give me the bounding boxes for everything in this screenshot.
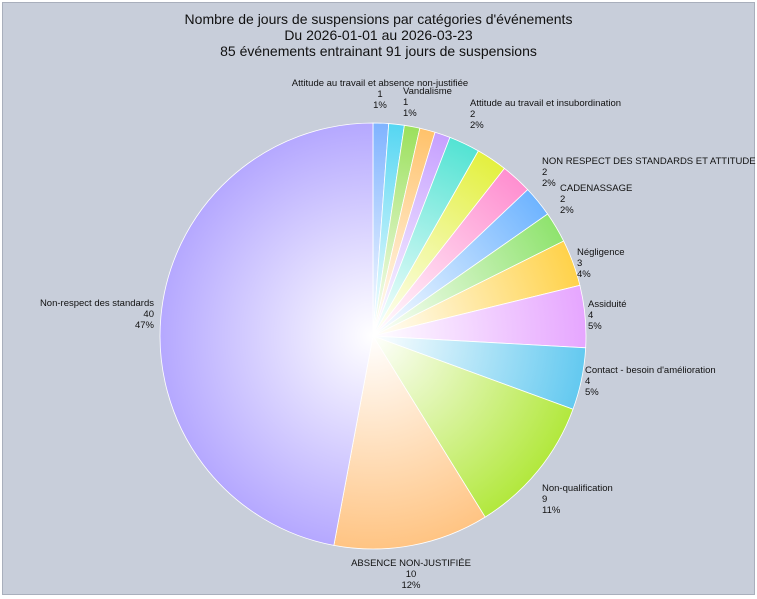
- slice-percent-7: 2%: [542, 178, 556, 189]
- slice-label-5: Attitude au travail et insubordination: [470, 98, 621, 109]
- slice-value-0: 1: [377, 89, 382, 100]
- slice-label-3: Vandalisme: [403, 86, 452, 97]
- slice-percent-13: 11%: [542, 505, 561, 516]
- slice-value-11: 4: [588, 310, 593, 321]
- slice-percent-0: 1%: [373, 100, 387, 111]
- slice-label-13: Non-qualification: [542, 483, 613, 494]
- slice-value-15: 40: [143, 309, 154, 320]
- slice-percent-15: 47%: [135, 320, 155, 331]
- pie-slice-15[interactable]: [159, 122, 374, 546]
- chart-title: Nombre de jours de suspensions par catég…: [184, 11, 573, 27]
- slice-percent-12: 5%: [585, 387, 599, 398]
- chart-subtitle-date-range: Du 2026-01-01 au 2026-03-23: [284, 27, 473, 43]
- slice-label-7: NON RESPECT DES STANDARDS ET ATTITUDE: [542, 156, 756, 167]
- pie-slice-14[interactable]: [333, 334, 486, 550]
- slice-label-8: CADENASSAGE: [560, 183, 632, 194]
- slice-value-13: 9: [542, 494, 547, 505]
- chart-subtitle-summary: 85 événements entrainant 91 jours de sus…: [220, 43, 537, 59]
- slice-label-0: Attitude au travail et absence non-justi…: [292, 78, 468, 89]
- slice-label-10: Négligence: [577, 247, 625, 258]
- slice-label-14: ABSENCE NON-JUSTIFIÉE: [351, 558, 471, 569]
- slice-label-12: Contact - besoin d'amélioration: [585, 365, 716, 376]
- slice-value-14: 10: [406, 569, 417, 580]
- slice-percent-11: 5%: [588, 321, 602, 332]
- slice-value-7: 2: [542, 167, 547, 178]
- pie-slice-13[interactable]: [372, 335, 574, 518]
- slice-value-10: 3: [577, 258, 582, 269]
- slice-percent-14: 12%: [401, 580, 421, 591]
- slice-value-8: 2: [560, 194, 565, 205]
- slice-value-3: 1: [403, 97, 408, 108]
- slice-label-15: Non-respect des standards: [40, 298, 154, 309]
- slice-percent-5: 2%: [470, 120, 484, 131]
- slice-label-11: Assiduité: [588, 299, 627, 310]
- slice-percent-8: 2%: [560, 205, 574, 216]
- slice-percent-3: 1%: [403, 108, 417, 119]
- slice-value-5: 2: [470, 109, 475, 120]
- slice-percent-10: 4%: [577, 269, 591, 280]
- slice-value-12: 4: [585, 376, 590, 387]
